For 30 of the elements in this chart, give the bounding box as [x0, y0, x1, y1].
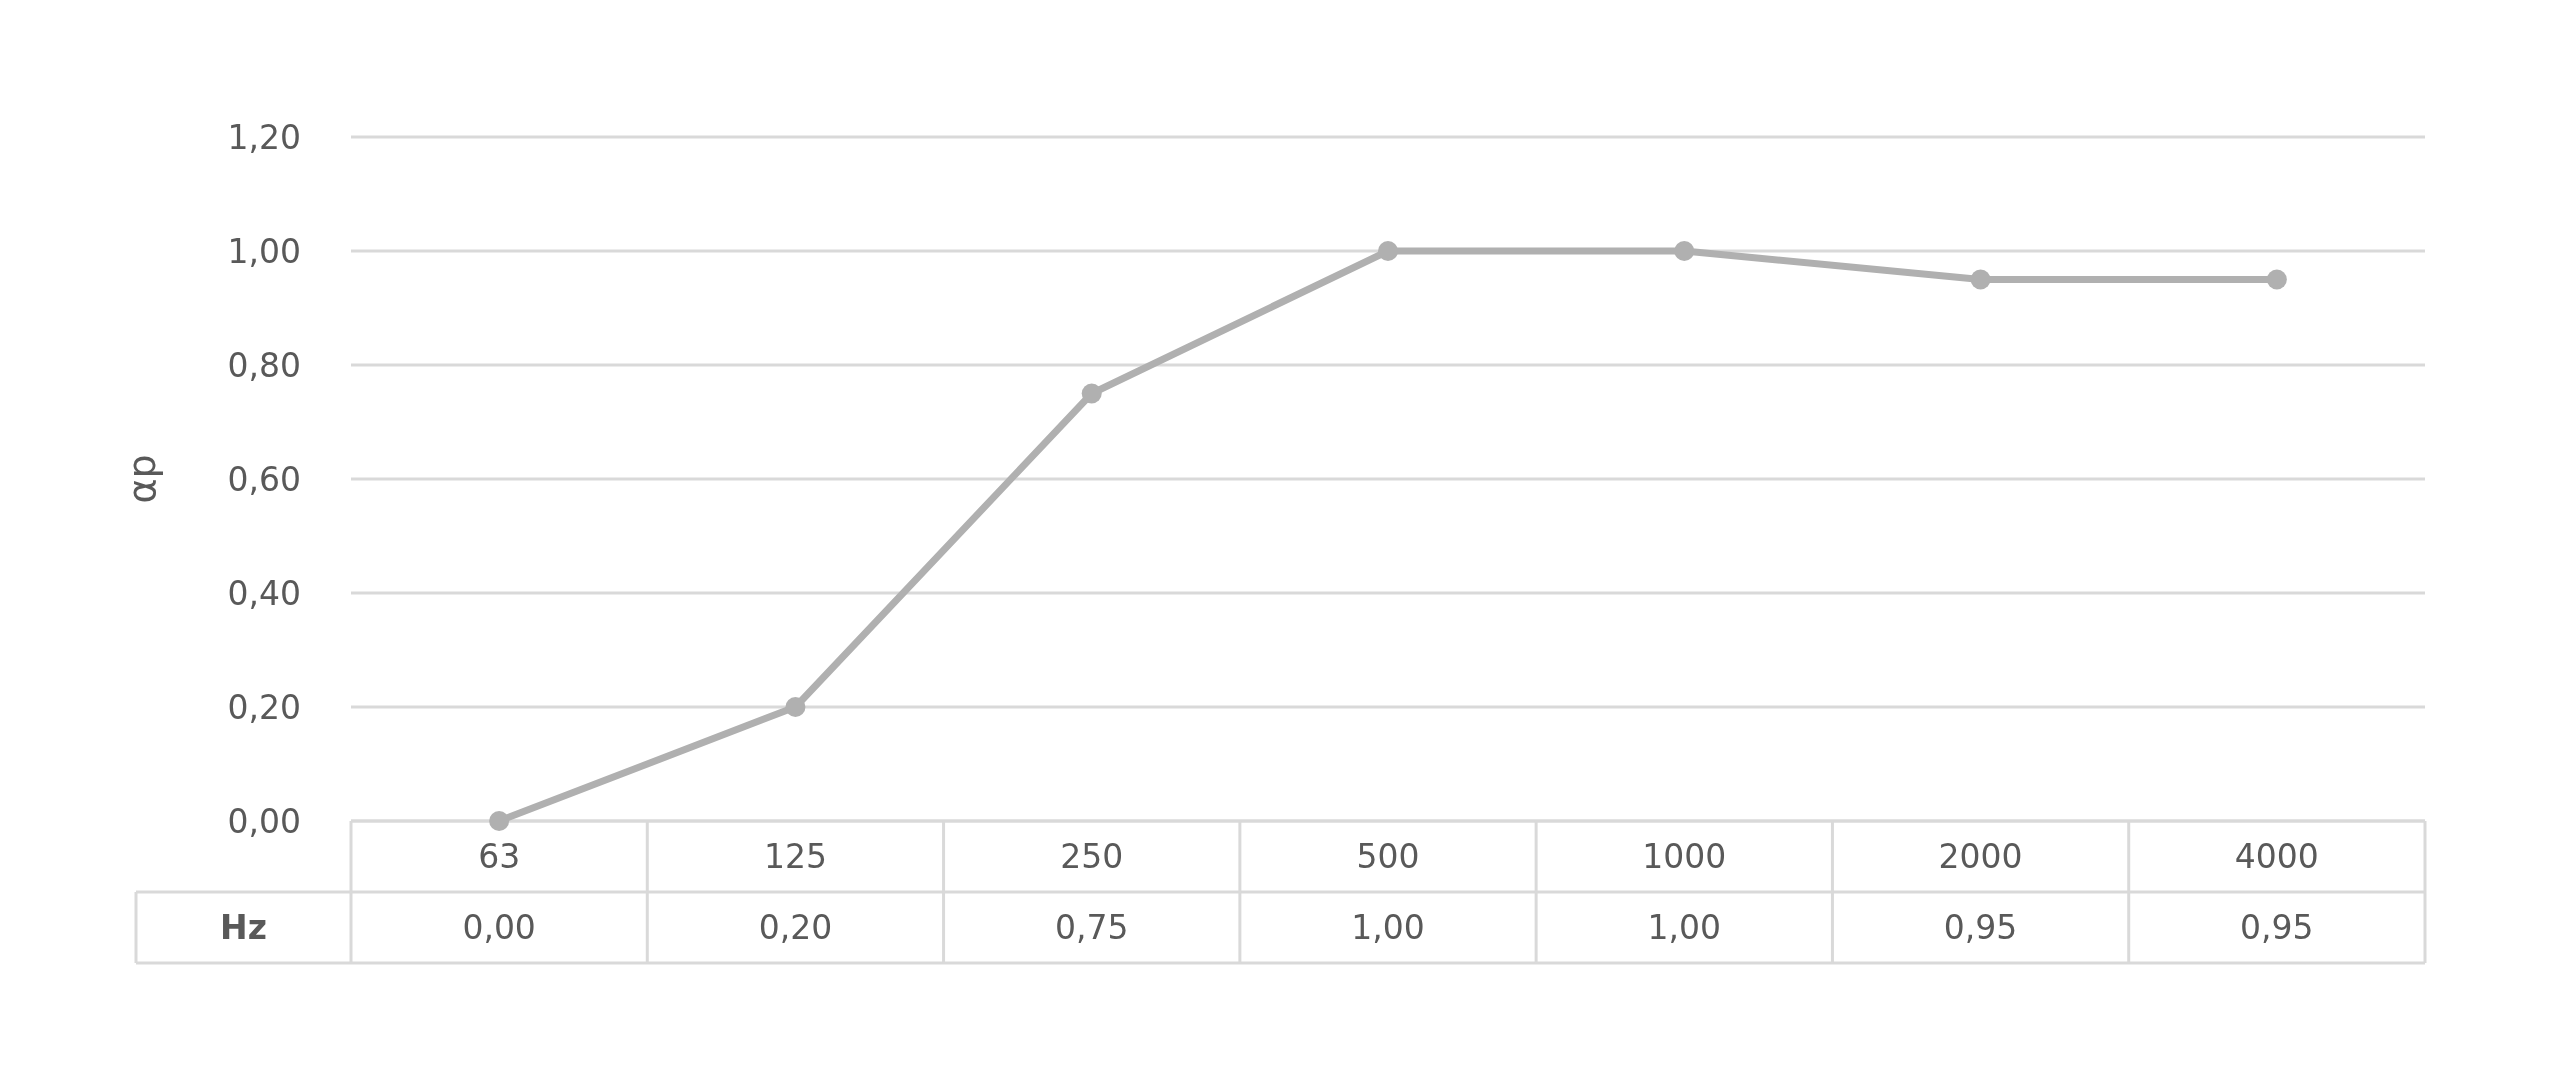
- data-label: 0,20: [758, 908, 833, 948]
- data-label: 0,75: [1054, 908, 1129, 948]
- y-axis-title: αp: [120, 454, 165, 504]
- y-tick-label: 1,20: [227, 117, 301, 157]
- data-label: 1,00: [1647, 908, 1722, 948]
- point: [1378, 241, 1398, 261]
- data-label: 1,00: [1351, 908, 1425, 948]
- x-tick-label: 500: [1356, 837, 1420, 877]
- y-tick-label: 0,00: [227, 801, 301, 841]
- data-label: 0,95: [2240, 908, 2314, 948]
- x-tick-label: 250: [1060, 837, 1124, 877]
- data-label: 0,00: [462, 908, 536, 948]
- x-tick-label: 63: [478, 837, 521, 877]
- x-tick-label: 2000: [1938, 837, 2023, 877]
- x-tick-label: 125: [763, 837, 827, 877]
- y-tick-label: 0,40: [227, 573, 301, 613]
- y-tick-label: 0,20: [227, 687, 301, 727]
- x-tick-label: 1000: [1642, 837, 1727, 877]
- text: Hz: [220, 908, 267, 948]
- point: [1970, 269, 1991, 290]
- x-tick-label: 4000: [2234, 837, 2319, 877]
- point: [489, 811, 510, 831]
- y-tick-label: 0,80: [227, 345, 301, 385]
- y-tick-label: 0,60: [227, 459, 301, 499]
- point: [1081, 383, 1102, 404]
- point: [785, 697, 806, 717]
- point: [1674, 241, 1695, 261]
- data-label: 0,95: [1943, 908, 2018, 948]
- point: [2266, 269, 2287, 290]
- y-tick-label: 1,00: [227, 231, 301, 271]
